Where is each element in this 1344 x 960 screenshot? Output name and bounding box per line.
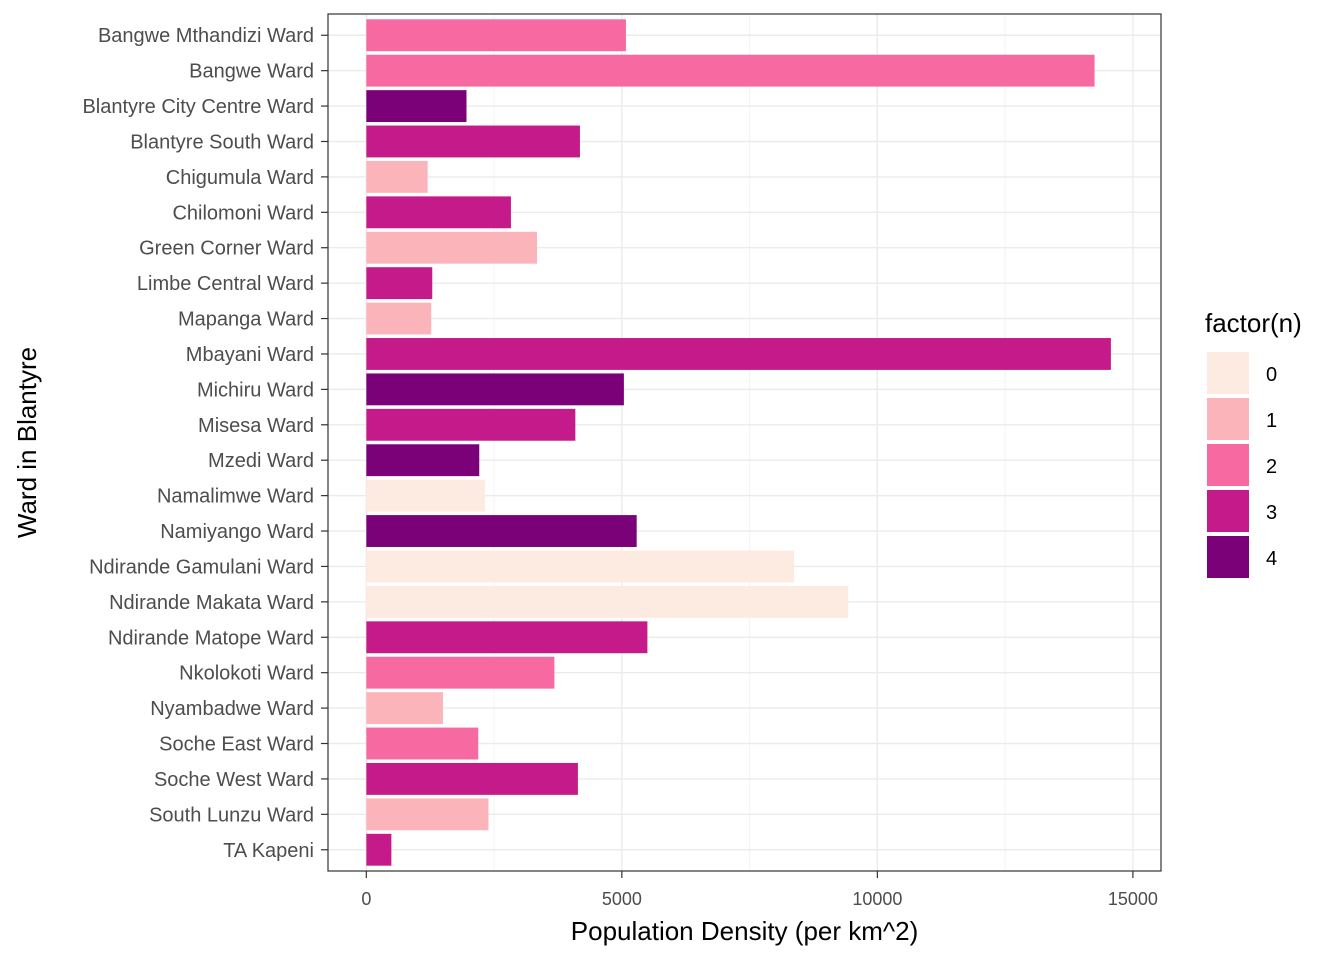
legend-key-3 [1207,490,1249,532]
x-tick-label: 5000 [602,889,642,909]
bar-1 [366,19,626,52]
y-tick-label: Michiru Ward [197,379,314,401]
bar-8 [366,267,433,300]
y-tick-label: Mapanga Ward [178,309,314,331]
y-tick-label: Chilomoni Ward [172,202,314,224]
bar-4 [366,125,580,158]
legend-title: factor(n) [1205,308,1302,338]
bar-2 [366,54,1095,87]
bar-22 [366,762,578,795]
y-tick-label: Soche East Ward [159,734,314,756]
y-tick-label: Misesa Ward [198,415,314,437]
y-tick-label: Blantyre City Centre Ward [82,96,314,118]
bar-11 [366,373,624,406]
legend-label: 2 [1266,456,1277,478]
y-tick-label: Mzedi Ward [208,450,314,472]
bar-21 [366,727,479,760]
bar-16 [366,550,795,583]
bar-20 [366,692,443,725]
bar-17 [366,585,849,618]
y-tick-label: Nkolokoti Ward [179,663,314,685]
y-tick-label: Mbayani Ward [186,344,314,366]
y-tick-label: Green Corner Ward [139,238,314,260]
legend-key-0 [1207,352,1249,394]
bar-13 [366,444,480,477]
legend-label: 0 [1266,364,1277,386]
y-tick-label: Nyambadwe Ward [150,698,314,720]
y-tick-label: Chigumula Ward [166,167,314,189]
panel-border [327,13,1162,872]
bar-18 [366,621,648,654]
y-tick-label: Soche West Ward [154,769,314,791]
legend-label: 4 [1266,548,1277,570]
y-tick-label: TA Kapeni [223,840,314,862]
legend-key-4 [1207,536,1249,578]
legend-label: 1 [1266,410,1277,432]
bar-9 [366,302,432,335]
y-tick-label: South Lunzu Ward [149,804,314,826]
y-tick-label: Bangwe Ward [189,61,314,83]
bar-3 [366,90,467,123]
bar-14 [366,479,485,512]
bars [366,19,1111,866]
legend-key-2 [1207,444,1249,486]
x-tick-label: 0 [361,889,371,909]
bar-15 [366,515,637,547]
y-tick-label: Namalimwe Ward [157,486,314,508]
legend-items: 0 1 2 3 4 [1207,352,1277,578]
bar-19 [366,656,555,689]
y-tick-label: Limbe Central Ward [137,273,314,295]
legend-key-1 [1207,398,1249,440]
x-tick-label: 10000 [852,889,902,909]
bar-24 [366,833,392,866]
y-tick-label: Blantyre South Ward [130,131,314,153]
y-axis-title: Ward in Blantyre [12,347,42,538]
x-axis-ticks: 0 5000 10000 15000 [361,871,1158,909]
y-tick-label: Bangwe Mthandizi Ward [98,25,314,47]
x-axis-title: Population Density (per km^2) [571,916,918,946]
y-tick-label: Namiyango Ward [160,521,314,543]
y-tick-label: Ndirande Makata Ward [109,592,314,614]
y-tick-label: Ndirande Gamulani Ward [89,556,314,578]
legend-label: 3 [1266,502,1277,524]
y-tick-label: Ndirande Matope Ward [108,627,314,649]
legend: factor(n) 0 1 2 3 4 [1205,308,1302,578]
y-axis-ticks: Bangwe Mthandizi Ward Bangwe Ward Blantyre… [82,25,328,862]
bar-6 [366,196,511,229]
bar-12 [366,408,576,441]
bar-7 [366,231,538,264]
bar-10 [366,338,1111,370]
x-tick-label: 15000 [1108,889,1158,909]
bar-23 [366,798,489,831]
bar-5 [366,160,428,193]
